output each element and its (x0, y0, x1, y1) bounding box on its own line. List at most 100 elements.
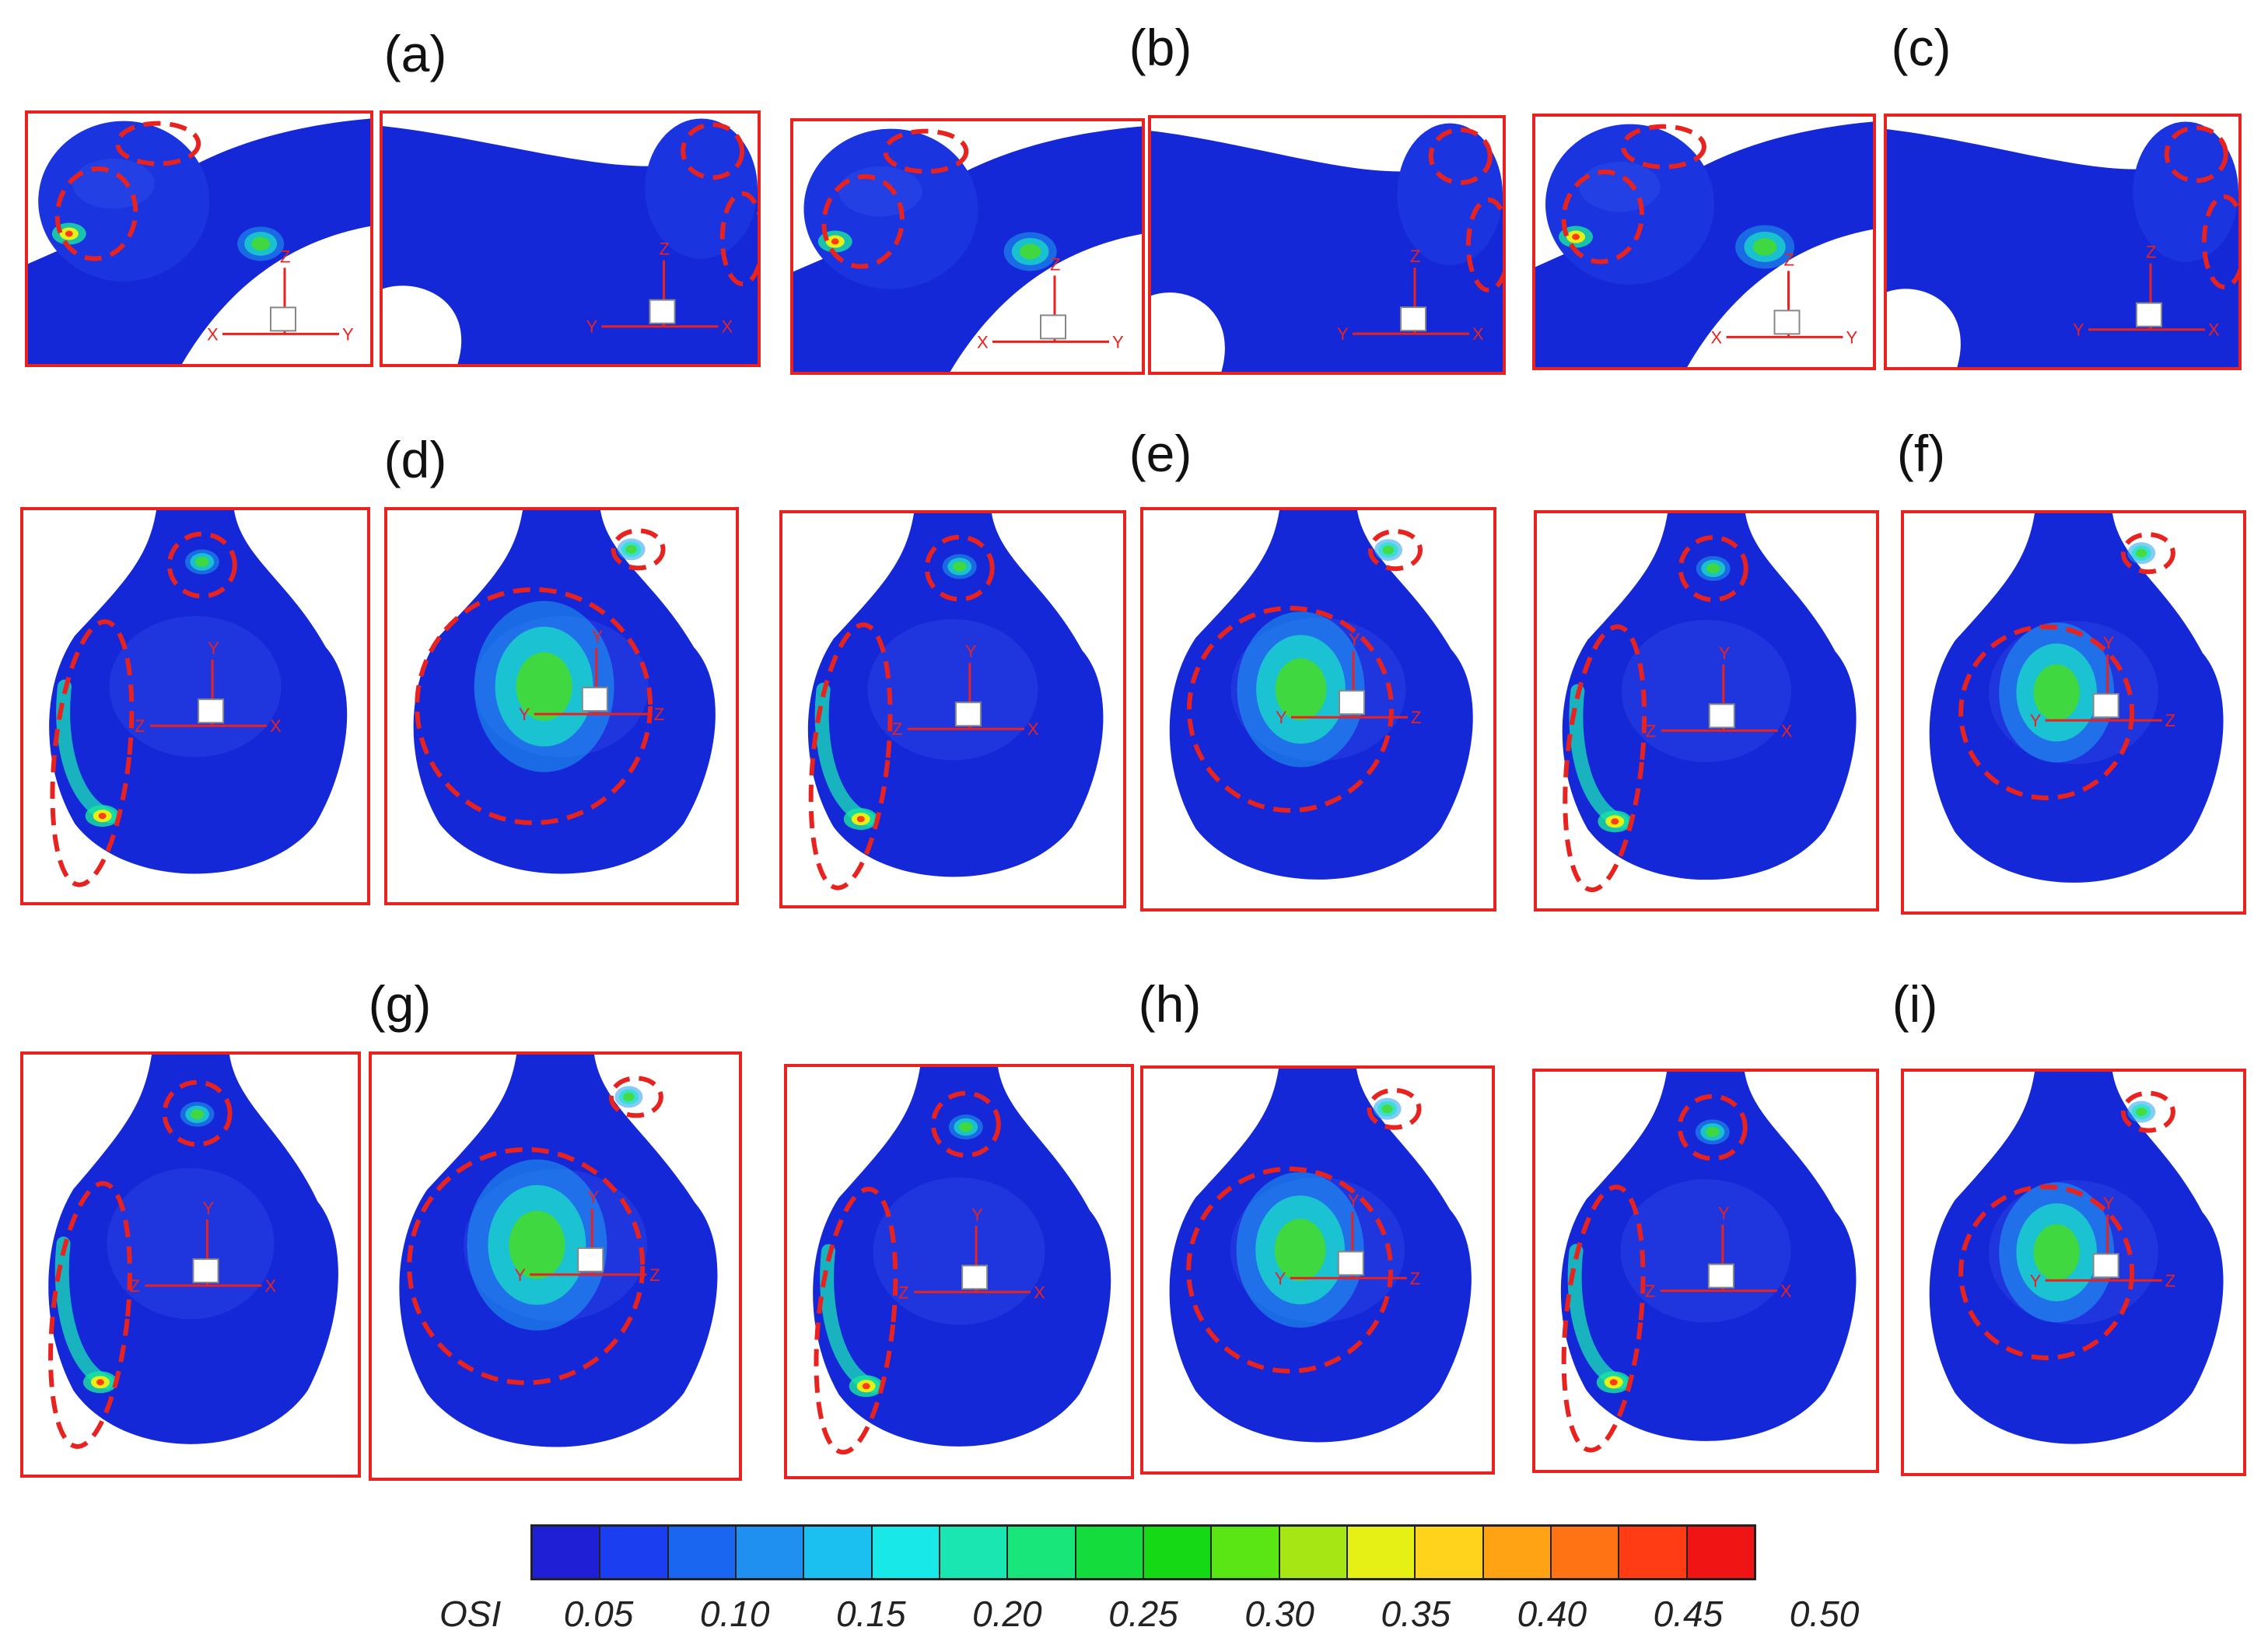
axis-label-right: X (722, 317, 733, 337)
osi-region-neck-inner (1706, 563, 1720, 574)
coordinate-triad: Y Y Z (514, 1188, 660, 1285)
colorbar-swatch (668, 1527, 737, 1578)
osi-region-neck-inner (190, 1109, 205, 1120)
axis-label-up: Y (1719, 643, 1731, 663)
axis-cube-icon (1040, 314, 1066, 340)
axis-label-up: Y (587, 1188, 599, 1207)
surface-render: Y Y Z (1929, 1072, 2224, 1444)
annotation-circle-left (54, 166, 138, 261)
colorbar-swatch (533, 1527, 601, 1578)
surface-render: Y Y Z (399, 1055, 718, 1447)
panel-a-view-1: X Z Y (25, 110, 373, 367)
surface-render: Z Y X (1562, 513, 1857, 893)
axis-cube-icon (270, 306, 296, 332)
coordinate-triad: X Z Y (977, 254, 1124, 352)
axis-label-up: Y (1718, 1204, 1730, 1223)
osi-region-inner (251, 236, 271, 251)
axis-cube-icon (1400, 306, 1426, 332)
axis-label-left: Z (1646, 721, 1656, 740)
panel-i-view-1: Z Y X (1532, 1069, 1879, 1473)
surface-render: Y Z X (383, 118, 758, 364)
dome-sheen (867, 619, 1038, 761)
coordinate-triad: X Z Y (1711, 250, 1858, 347)
colorbar-swatch (600, 1527, 669, 1578)
colorbar-swatch (940, 1527, 1009, 1578)
vessel-branch (28, 118, 370, 364)
colorbar-swatch (1008, 1527, 1076, 1578)
colorbar-swatch (804, 1527, 873, 1578)
vessel-branch (793, 126, 1142, 372)
annotation-ellipse-wall (50, 619, 135, 887)
surface-render: Z Y X (49, 510, 348, 887)
axis-label-left: Y (1275, 1268, 1286, 1288)
panel-label-f: (f) (1896, 425, 1946, 482)
sac-sheen (1579, 161, 1661, 212)
panel-label-e: (e) (1129, 425, 1192, 482)
axis-label-left: Y (1337, 324, 1349, 344)
panel-e-view-1: Z Y X (779, 510, 1126, 908)
axis-label-left: X (207, 324, 219, 344)
axis-label-left: Z (892, 719, 902, 739)
sac-sheen (838, 166, 922, 217)
axis-label-right: X (270, 716, 282, 736)
dome-sheen (873, 1177, 1045, 1325)
annotation-ellipse-wall (808, 622, 893, 890)
colorbar-swatch (1347, 1527, 1416, 1578)
annotation-circle-dome (1958, 1184, 2135, 1360)
coordinate-triad: Z Y X (892, 642, 1039, 739)
axis-label-up: Z (1784, 250, 1794, 269)
panel-d-view-1: Z Y X (20, 507, 370, 905)
annotation-circle-right (719, 191, 758, 286)
coordinate-triad: Y Z X (2073, 243, 2220, 340)
panel-label-g: (g) (368, 975, 432, 1033)
axis-cube-icon (1773, 310, 1801, 335)
panel-a-view-2: Y Z X (380, 110, 761, 367)
surface-render: X Z Y (793, 126, 1142, 372)
coordinate-triad: Y Z X (586, 240, 733, 337)
surface-render: Y Y Z (1169, 1069, 1472, 1443)
aneurysm-sac (1397, 123, 1503, 266)
coordinate-triad: Z Y X (135, 639, 282, 736)
osi-region-neck-inner (1705, 1127, 1720, 1137)
axis-label-up: Z (280, 247, 290, 266)
osi-region-neck-inner (1382, 545, 1395, 555)
panel-d-view-2: Y Y Z (384, 507, 739, 905)
osi-hotspot-core (862, 1383, 870, 1390)
surface-render: Y Z X (1151, 123, 1503, 372)
annotation-circle-neck (611, 528, 666, 571)
colorbar-tick-label: 0.45 (1653, 1594, 1724, 1634)
osi-hotspot-core (65, 230, 73, 237)
annotation-circle-neck (166, 531, 237, 599)
surface-render: Z Y X (813, 1067, 1111, 1455)
colorbar-swatch (1076, 1527, 1144, 1578)
axis-label-left: Y (519, 705, 530, 724)
colorbar-swatch (736, 1527, 805, 1578)
axis-label-right: X (1472, 324, 1484, 344)
axis-label-up: Z (660, 240, 670, 259)
axis-cube-icon (2136, 302, 2162, 327)
annotation-circle-neck (162, 1079, 233, 1147)
colorbar-tick-label: 0.30 (1244, 1594, 1314, 1634)
axis-label-up: Y (2103, 633, 2115, 653)
axis-label-right: X (1034, 1282, 1045, 1302)
axis-cube-icon (192, 1258, 219, 1283)
coordinate-triad: Y Z X (1337, 247, 1484, 344)
coordinate-triad: Y Y Z (1276, 630, 1421, 727)
annotation-circle-top (2164, 125, 2228, 184)
dome-sheen (1620, 1179, 1791, 1323)
annotation-circle-neck (1367, 1087, 1422, 1130)
axis-cube-icon (1707, 1263, 1734, 1289)
coordinate-triad: Y Y Z (519, 627, 664, 724)
panel-b-view-2: Y Z X (1148, 115, 1506, 375)
panel-label-c: (c) (1891, 19, 1951, 76)
osi-region-neck-inner (2136, 548, 2147, 558)
osi-hotspot-core (96, 1379, 104, 1386)
osi-colorbar (530, 1524, 1756, 1580)
surface-render: X Z Y (1535, 121, 1873, 367)
coordinate-triad: Z Y X (898, 1205, 1045, 1302)
colorbar-tick-label: 0.05 (563, 1594, 634, 1634)
annotation-circle-neck (1368, 529, 1423, 572)
osi-hotspot-core (1611, 818, 1619, 825)
annotation-circle-dome (407, 1147, 646, 1385)
axis-label-right: Y (1846, 327, 1858, 347)
